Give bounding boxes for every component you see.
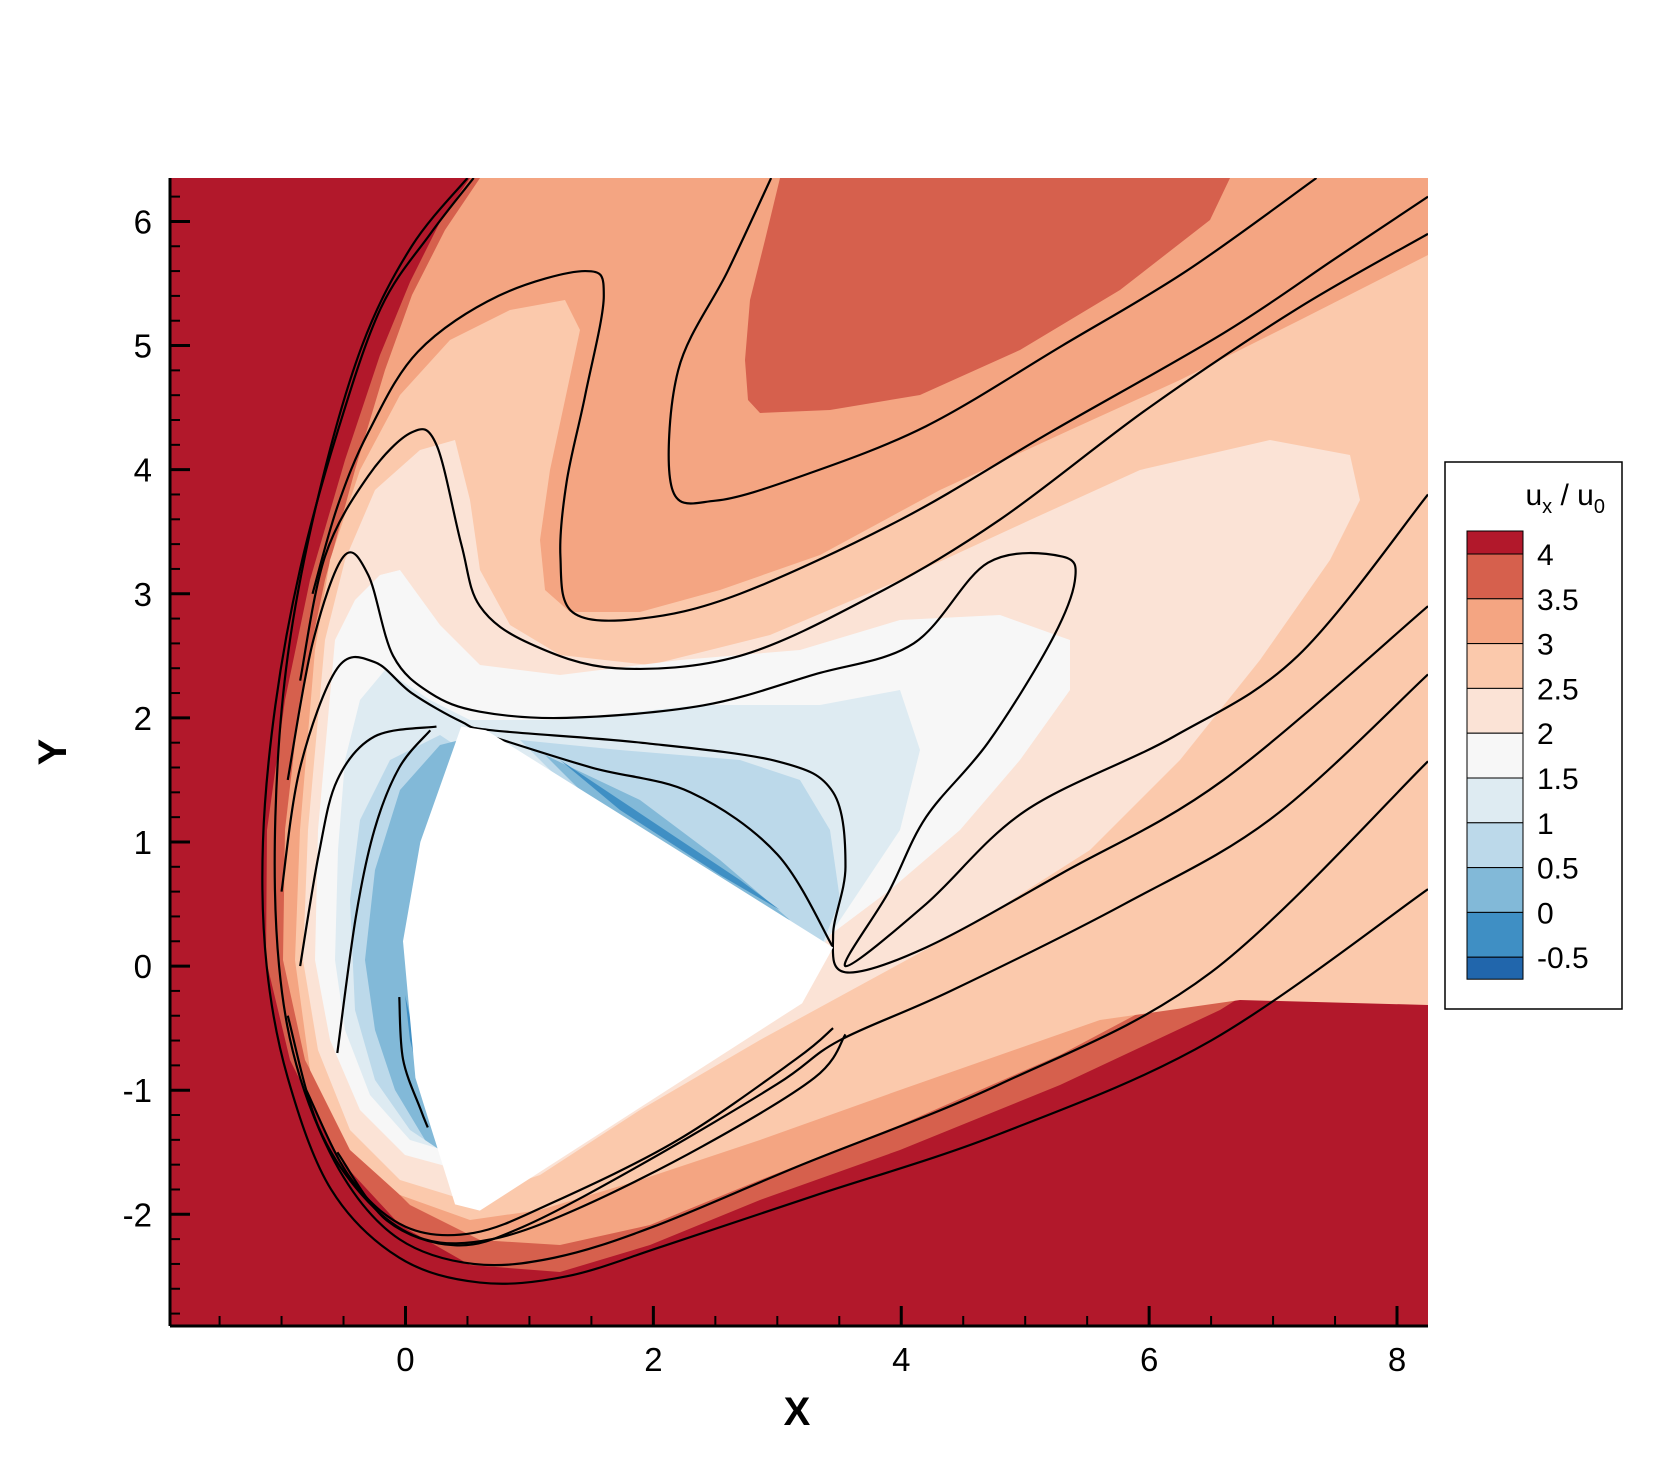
x-axis-title: X [784,1390,811,1434]
colorbar-legend: ux / u0 4 3.5 3 2.5 2 1.5 1 0.5 0 -0.5 [1444,461,1623,1010]
legend-level-label: 1 [1537,808,1554,841]
contour-line-12 [305,1027,834,1237]
x-tick-label: 0 [396,1341,414,1378]
legend-swatch [1466,911,1524,958]
x-tick-label: 6 [1140,1341,1158,1378]
contour-fill-0.5-left [350,735,455,1150]
legend-swatch [1466,643,1524,689]
y-tick-label: 2 [134,700,152,737]
legend-swatch [1466,867,1524,913]
legend-swatch [1466,530,1524,555]
legend-title: ux / u0 [1525,479,1605,518]
x-ticks: 0 2 4 6 8 [218,1306,1406,1378]
y-tick-label: -2 [123,1196,152,1233]
y-tick-label: -1 [123,1072,152,1109]
y-tick-label: 6 [134,203,152,240]
legend-swatch [1466,777,1524,824]
legend-swatch [1466,732,1524,779]
y-tick-label: 5 [134,328,152,365]
y-tick-label: 0 [134,948,152,985]
contour-lines [261,178,1428,1285]
body-region [403,726,834,1211]
x-tick-label: 4 [892,1341,910,1378]
legend-level-label: 0 [1537,897,1554,930]
contour-line-2 [667,178,1318,505]
contour-fill-0 [365,740,460,1160]
legend-level-label: 3 [1537,629,1554,662]
y-ticks: -2 -1 0 1 2 3 4 5 6 [123,195,190,1315]
contour-line-9 [336,729,432,1054]
x-tick-label: 2 [644,1341,662,1378]
legend-swatch [1466,687,1524,734]
y-tick-label: 1 [134,824,152,861]
contour-line-7 [299,725,437,967]
legend-swatch [1466,598,1524,645]
legend-level-label: 2.5 [1537,673,1579,706]
y-tick-label: 3 [134,576,152,613]
legend-swatch [1466,822,1524,869]
legend-level-label: 2 [1537,718,1554,751]
legend-level-label: 1.5 [1537,763,1579,796]
y-axis-title: Y [31,738,75,765]
contour-fill-minus0.5-right [560,760,780,910]
x-tick-label: 8 [1388,1341,1406,1378]
legend-swatch [1466,553,1524,600]
plot-area: 0 2 4 6 8 -2 -1 0 1 2 3 4 5 6 X Y [31,178,1428,1434]
contour-line-13 [336,673,1428,1247]
contour-line-8 [479,731,835,949]
legend-swatches [1466,530,1524,980]
contour-line-3 [311,195,1428,622]
y-tick-label: 4 [134,452,152,489]
contour-line-4 [299,232,1428,681]
legend-level-label: 4 [1537,539,1554,572]
legend-level-label: -0.5 [1537,942,1589,975]
contour-line-6 [280,605,1428,974]
contour-line-1 [273,178,1428,1267]
legend-level-label: 0.5 [1537,853,1579,886]
legend-swatch [1466,956,1524,980]
contour-fill-3-cap [745,178,1230,413]
legend-labels: 4 3.5 3 2.5 2 1.5 1 0.5 0 -0.5 [1537,539,1589,975]
contour-line-5 [286,493,1428,968]
contour-line-0 [261,178,1428,1285]
legend-level-label: 3.5 [1537,584,1579,617]
contour-line-10 [398,997,429,1128]
